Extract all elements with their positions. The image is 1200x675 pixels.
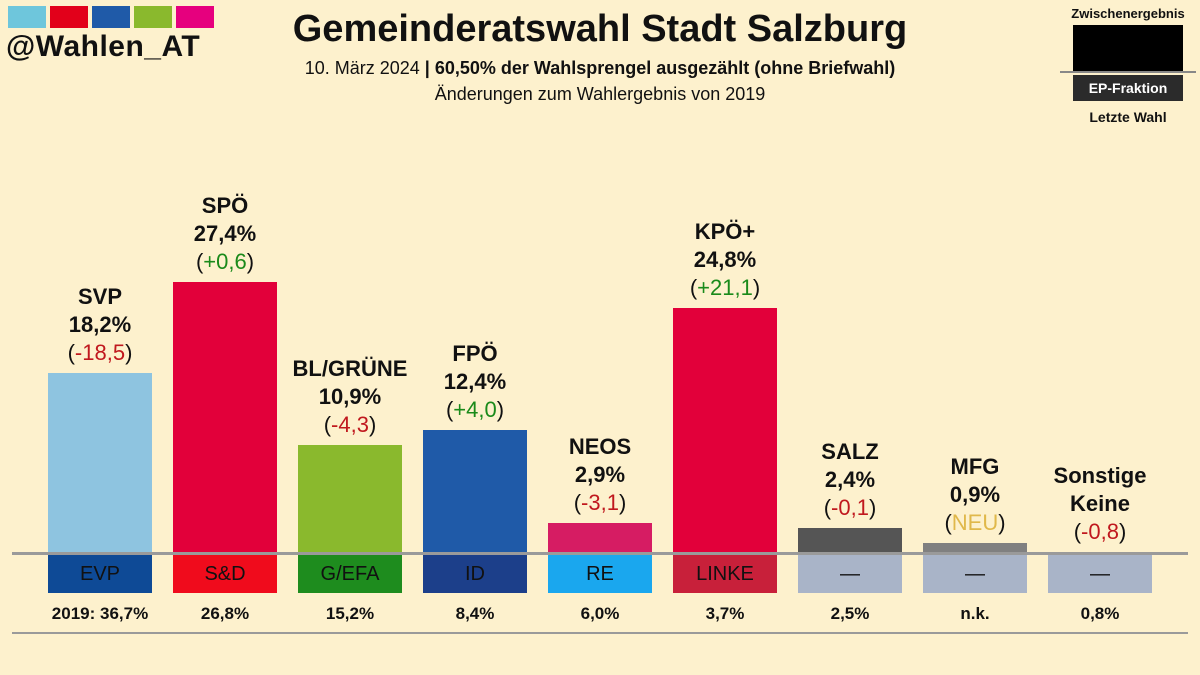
party-value: 27,4% — [193, 221, 257, 246]
party-name-2: Keine — [1070, 491, 1130, 516]
bar-mfg — [923, 543, 1027, 552]
prev-result-fpö: 8,4% — [455, 604, 495, 623]
party-change: (NEU) — [944, 510, 1006, 536]
logo-color-block — [8, 6, 46, 28]
party-name: SVP — [77, 283, 123, 309]
prev-result-salz: 2,5% — [830, 604, 870, 623]
party-name: MFG — [950, 454, 1000, 480]
bar-bl-grüne — [298, 444, 402, 552]
prev-result-spö: 26,8% — [200, 604, 250, 623]
count-status: 60,50% der Wahlsprengel ausgezählt (ohne… — [434, 58, 896, 78]
prev-result-neos: 6,0% — [580, 604, 620, 623]
data-label-sonstige: Sonstige Keine (-0,8) — [1020, 462, 1180, 546]
party-value: 0,9% — [949, 482, 1001, 508]
ep-group-mfg: — — [923, 555, 1027, 593]
bar-fpö — [423, 429, 527, 552]
party-change: (-4,3) — [323, 411, 377, 437]
party-name: KPÖ+ — [694, 218, 756, 244]
legend: Zwischenergebnis EP-Fraktion Letzte Wahl — [1060, 6, 1196, 125]
party-change: (+0,6) — [195, 249, 255, 274]
party-change: (-3,1) — [573, 490, 627, 516]
data-label-salz: SALZ 2,4% (-0,1) — [770, 438, 930, 522]
party-change: (-18,5) — [67, 339, 133, 365]
subtitle-separator: | — [424, 58, 430, 78]
legend-ep-label: EP-Fraktion — [1073, 75, 1183, 101]
party-change: (-0,8) — [1073, 519, 1127, 544]
party-name: SPÖ — [201, 193, 249, 218]
party-name: BL/GRÜNE — [292, 355, 408, 381]
party-value: 18,2% — [68, 311, 132, 337]
logo-color-block — [134, 6, 172, 28]
data-label-kpö-: KPÖ+ 24,8% (+21,1) — [645, 218, 805, 302]
chart-subtitle: 10. März 2024 | 60,50% der Wahlsprengel … — [0, 58, 1200, 79]
data-label-mfg: MFG 0,9% (NEU) — [895, 453, 1055, 537]
ep-group-svp: EVP — [48, 555, 152, 593]
chart-title: Gemeinderatswahl Stadt Salzburg — [292, 8, 908, 50]
chart-subtitle-2: Änderungen zum Wahlergebnis von 2019 — [434, 84, 766, 104]
ep-group-salz: — — [798, 555, 902, 593]
data-label-bl-grüne: BL/GRÜNE 10,9% (-4,3) — [270, 355, 430, 439]
legend-axis-line — [1060, 71, 1196, 73]
bar-salz — [798, 528, 902, 552]
party-change: (+21,1) — [689, 274, 761, 300]
party-value: 10,9% — [318, 383, 382, 409]
ep-group-fpö: ID — [423, 555, 527, 593]
party-value: 2,9% — [574, 462, 626, 488]
ep-group-sonstige: — — [1048, 555, 1152, 593]
party-name: SALZ — [821, 439, 879, 465]
logo-color-block — [92, 6, 130, 28]
bar-spö — [173, 282, 277, 552]
legend-interim-label: Zwischenergebnis — [1071, 6, 1185, 21]
party-change: (+4,0) — [445, 396, 505, 422]
party-value: 12,4% — [443, 368, 507, 394]
logo-strip — [8, 6, 214, 28]
data-label-spö: SPÖ 27,4% (+0,6) — [145, 192, 305, 276]
bar-svp — [48, 372, 152, 552]
prev-result-svp: 2019: 36,7% — [51, 604, 149, 623]
party-name: FPÖ — [452, 340, 498, 366]
legend-last-election-label: Letzte Wahl — [1089, 109, 1167, 125]
legend-bar-swatch — [1073, 25, 1183, 73]
ep-group-neos: RE — [548, 555, 652, 593]
x-axis-line — [12, 552, 1188, 555]
bar-kpö- — [673, 307, 777, 552]
ep-group-bl-grüne: G/EFA — [298, 555, 402, 593]
bottom-rule — [12, 632, 1188, 634]
party-name: NEOS — [568, 434, 632, 460]
logo-color-block — [50, 6, 88, 28]
ep-group-spö: S&D — [173, 555, 277, 593]
logo-color-block — [176, 6, 214, 28]
election-date: 10. März 2024 — [304, 58, 420, 78]
party-name: Sonstige — [1053, 463, 1147, 488]
prev-result-bl-grüne: 15,2% — [325, 604, 375, 623]
party-change: (-0,1) — [823, 495, 877, 521]
data-label-svp: SVP 18,2% (-18,5) — [20, 283, 180, 367]
prev-result-mfg: n.k. — [960, 604, 990, 623]
prev-result-sonstige: 0,8% — [1080, 604, 1120, 623]
data-label-neos: NEOS 2,9% (-3,1) — [520, 433, 680, 517]
account-handle: @Wahlen_AT — [6, 30, 201, 63]
data-label-fpö: FPÖ 12,4% (+4,0) — [395, 340, 555, 424]
ep-group-kpö-: LINKE — [673, 555, 777, 593]
bar-neos — [548, 523, 652, 552]
party-value: 24,8% — [693, 246, 757, 272]
prev-result-kpö-: 3,7% — [705, 604, 745, 623]
party-value: 2,4% — [824, 467, 876, 493]
